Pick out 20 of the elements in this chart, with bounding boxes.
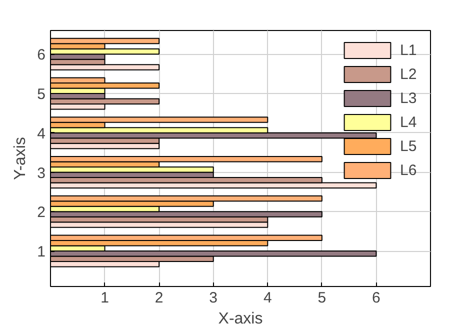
x-tick-label: 5 [318,290,326,306]
legend-label: L5 [400,138,418,154]
legend-label: L3 [400,90,418,106]
y-tick-label: 6 [37,46,46,64]
x-tick-label: 6 [372,290,380,306]
y-tick-label: 5 [37,86,46,104]
x-tick-label: 3 [209,290,218,306]
legend-label: L6 [400,162,418,178]
legend-label: L2 [400,66,418,82]
y-tick-label: 2 [37,204,46,222]
x-axis-title: X-axis [218,310,263,328]
y-tick-label: 4 [37,125,46,142]
x-tick-label: 4 [263,290,272,306]
x-tick-label: 2 [154,290,164,306]
y-axis-title: Y-axis [12,137,30,180]
x-tick-label: 1 [100,290,109,306]
y-tick-label: 3 [37,164,46,182]
legend-label: L1 [400,42,418,58]
legend-label: L4 [400,114,418,130]
y-tick-label: 1 [37,244,46,261]
